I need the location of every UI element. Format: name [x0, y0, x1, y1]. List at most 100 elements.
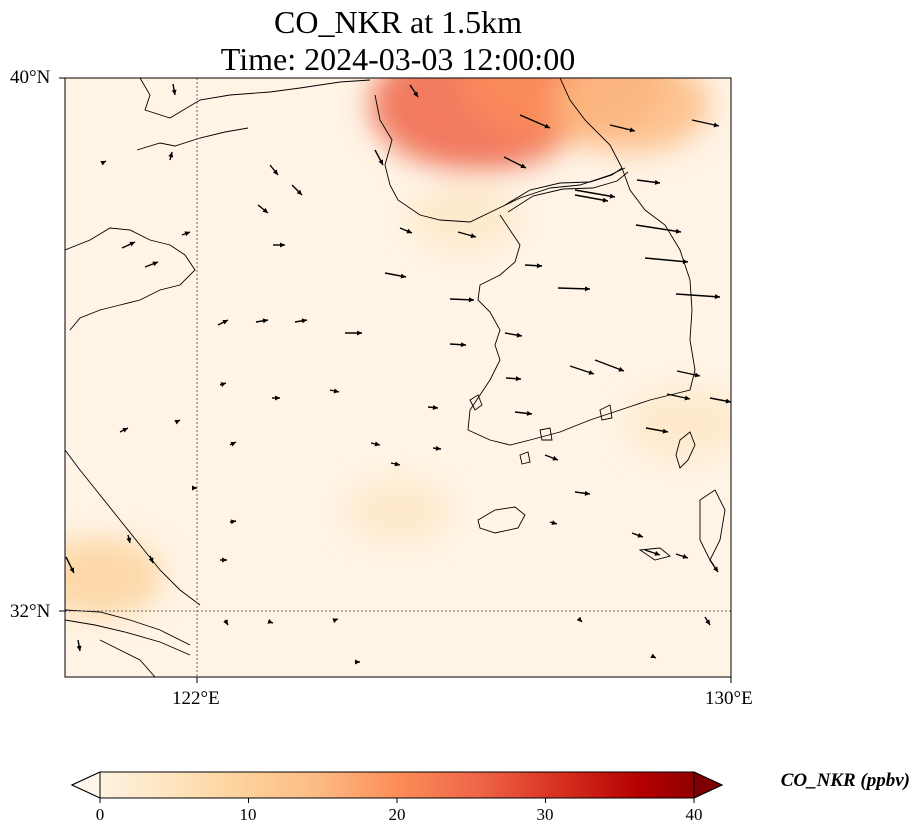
lon-label-122E: 122°E [172, 688, 220, 709]
wind-arrow [675, 293, 721, 300]
wind-arrow [576, 616, 583, 623]
wind-arrow [220, 557, 227, 563]
wind-arrow [645, 427, 669, 434]
colorbar [70, 771, 724, 799]
wind-arrow [449, 297, 475, 303]
wind-arrow [370, 441, 381, 447]
wind-arrow [427, 405, 439, 410]
wind-arrow [636, 179, 661, 185]
wind-arrow [223, 619, 229, 626]
wind-arrow [609, 124, 636, 133]
wind-arrow [519, 114, 551, 129]
wind-arrow [269, 164, 279, 176]
wind-arrow [100, 160, 107, 166]
wind-arrow [574, 189, 616, 199]
wind-arrow [524, 263, 543, 269]
wind-arrow [126, 534, 132, 544]
map-title-line2: Time: 2024-03-03 12:00:00 [220, 41, 576, 77]
wind-arrow [503, 156, 527, 169]
wind-arrow [273, 242, 285, 248]
wind-arrow [229, 441, 237, 447]
colorbar-extend-low [70, 771, 101, 799]
wind-arrow [219, 382, 227, 387]
wind-arrow [676, 370, 701, 378]
coastlines [65, 78, 726, 677]
wind-arrow [594, 359, 625, 372]
wind-arrow [374, 149, 384, 166]
wind-arrow [121, 241, 136, 249]
wind-arrow [569, 365, 595, 375]
wind-arrow [432, 445, 442, 451]
wind-arrow [644, 257, 689, 265]
wind-arrow [119, 427, 129, 433]
wind-arrow [390, 461, 401, 467]
colorbar-tick-40: 40 [685, 805, 703, 824]
map-title-line1: CO_NKR at 1.5km [274, 4, 522, 40]
wind-arrow [709, 559, 719, 573]
wind-arrow [635, 224, 682, 234]
wind-arrow [399, 227, 413, 234]
concentration-background [65, 78, 731, 677]
wind-arrow [257, 204, 269, 214]
wind-arrow [294, 318, 308, 324]
colorbar-tick-0: 0 [95, 805, 105, 824]
concentration-plume [625, 387, 731, 461]
wind-arrow [544, 454, 559, 461]
colorbar-ticks [99, 798, 695, 803]
colorbar-tick-20: 20 [388, 805, 406, 824]
wind-arrow [514, 410, 533, 416]
wind-arrow [171, 83, 177, 96]
wind-arrow [181, 231, 191, 237]
wind-arrow [229, 519, 237, 525]
colorbar-extend-high [693, 771, 724, 799]
lon-label-130E: 130°E [705, 688, 753, 709]
colorbar-label: CO_NKR (ppbv) [780, 770, 910, 791]
wind-arrow [666, 393, 691, 401]
wind-vectors [65, 83, 731, 665]
colorbar-tick-30: 30 [536, 805, 554, 824]
wind-arrow [504, 332, 523, 338]
wind-arrow [704, 616, 711, 626]
wind-arrow [557, 286, 591, 292]
wind-arrow [457, 231, 477, 239]
wind-arrow [272, 395, 280, 401]
wind-arrow [691, 119, 720, 128]
concentration-plume [408, 183, 521, 253]
wind-arrow [505, 376, 522, 382]
wind-arrow [355, 659, 360, 665]
wind-arrow [675, 553, 689, 559]
wind-arrow [267, 619, 274, 624]
colorbar-tick-10: 10 [239, 805, 257, 824]
wind-arrow [217, 319, 229, 326]
wind-arrow [644, 549, 661, 556]
concentration-plume [65, 537, 164, 617]
wind-arrow [174, 419, 181, 425]
wind-arrow [449, 342, 467, 348]
wind-arrow [329, 388, 340, 394]
wind-arrow [148, 555, 154, 564]
wind-arrow [384, 272, 407, 279]
concentration-field [65, 78, 731, 617]
wind-arrow [144, 261, 159, 268]
wind-arrow [709, 397, 731, 404]
wind-arrow [76, 639, 82, 652]
wind-arrow [192, 485, 197, 491]
lat-label-40N: 40°N [10, 67, 51, 88]
wind-arrow [574, 490, 591, 496]
concentration-plume [344, 477, 452, 544]
wind-arrow [65, 556, 75, 574]
wind-arrow [574, 194, 609, 203]
wind-arrow [332, 618, 339, 623]
wind-arrow [631, 532, 644, 538]
wind-arrow [291, 184, 303, 196]
lat-label-32N: 32°N [10, 601, 51, 622]
wind-arrow [345, 330, 362, 336]
wind-arrow [650, 653, 657, 659]
wind-arrow [409, 84, 419, 98]
concentration-plume [552, 78, 711, 154]
wind-arrow [549, 520, 558, 526]
wind-arrow [168, 151, 174, 161]
map-frame [64, 77, 732, 678]
wind-arrow [255, 318, 269, 324]
